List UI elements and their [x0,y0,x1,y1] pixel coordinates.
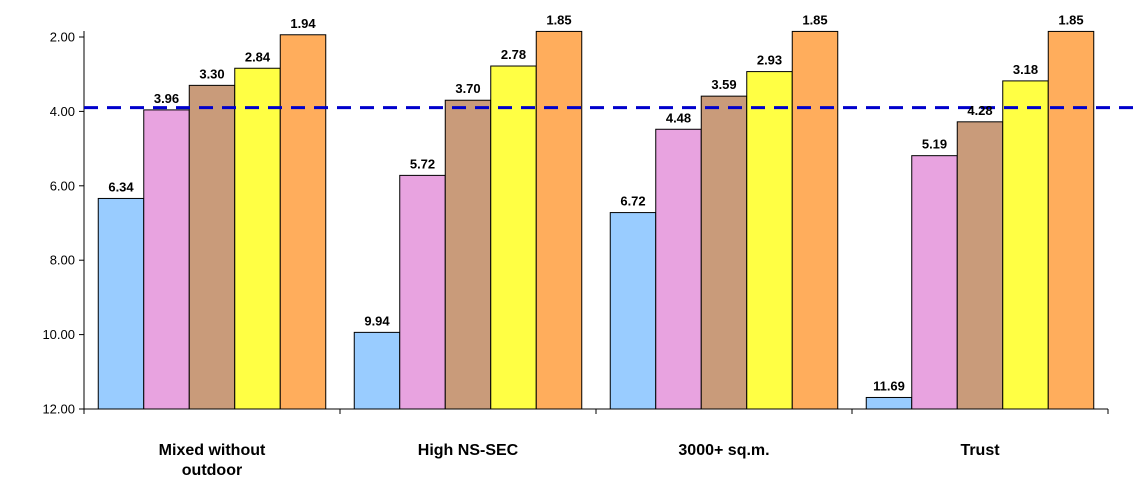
bar-1-4 [535,30,583,410]
data-label-1-3: 2.78 [501,47,526,62]
bar-1-1 [399,174,446,410]
bar-3-3 [1002,80,1049,410]
bar-3-0 [865,396,913,410]
y-tick-label: 12.00 [42,402,75,417]
bar-2-0 [609,212,657,410]
y-tick-label: 8.00 [50,253,75,268]
data-label-3-4: 1.85 [1058,12,1083,27]
bar-0-1 [143,109,190,410]
bar-1-2 [444,99,492,410]
y-tick-label: 6.00 [50,178,75,193]
data-label-0-3: 2.84 [245,49,271,64]
data-label-3-0: 11.69 [873,378,905,393]
data-label-2-1: 4.48 [666,110,691,125]
bar-2-3 [746,71,793,410]
data-label-3-3: 3.18 [1013,62,1038,77]
category-label: High NS-SEC [418,442,519,459]
data-label-1-1: 5.72 [410,156,435,171]
category-label: Mixed without outdoor [159,442,266,479]
data-label-0-2: 3.30 [199,66,224,81]
data-label-2-3: 2.93 [757,53,782,68]
bar-2-1 [655,128,702,410]
data-label-0-1: 3.96 [154,91,179,106]
data-label-1-4: 1.85 [546,12,571,27]
y-tick-label: 10.00 [42,327,75,342]
bar-3-2 [956,121,1004,410]
bar-3-4 [1047,30,1095,410]
category-label: 3000+ sq.m. [678,442,769,459]
data-label-3-2: 4.28 [967,103,992,118]
data-label-0-4: 1.94 [290,16,316,31]
data-label-2-4: 1.85 [802,12,827,27]
data-label-1-2: 3.70 [455,81,480,96]
bar-0-0 [97,197,145,410]
data-label-2-0: 6.72 [620,194,645,209]
bar-2-4 [791,30,839,410]
y-tick-label: 4.00 [50,104,75,119]
bar-1-3 [490,65,537,410]
data-label-1-0: 9.94 [364,313,390,328]
bar-3-1 [911,155,958,410]
bar-1-0 [353,331,401,410]
data-label-0-0: 6.34 [108,179,134,194]
data-label-3-1: 5.19 [922,137,947,152]
bar-0-2 [188,84,236,410]
bar-2-2 [700,95,748,410]
data-label-2-2: 3.59 [711,77,736,92]
y-tick-label: 2.00 [50,30,75,45]
bar-0-3 [234,67,281,410]
bar-0-4 [279,34,327,410]
category-label: Trust [960,442,1000,459]
